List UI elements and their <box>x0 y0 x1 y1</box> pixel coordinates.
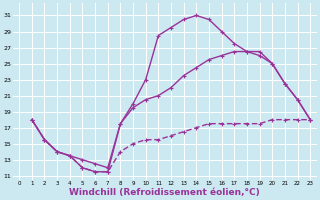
X-axis label: Windchill (Refroidissement éolien,°C): Windchill (Refroidissement éolien,°C) <box>69 188 260 197</box>
